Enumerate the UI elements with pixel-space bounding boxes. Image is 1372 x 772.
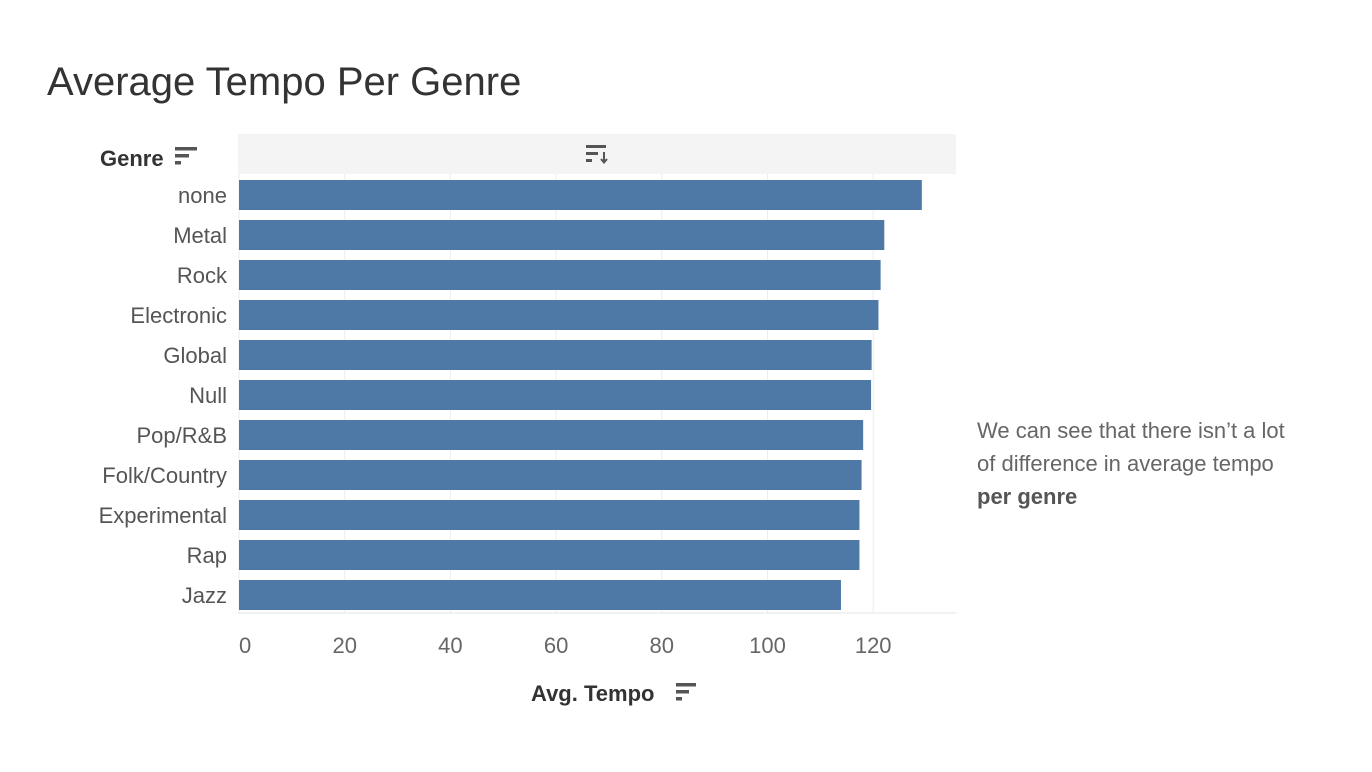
x-tick-label: 20 [332,633,356,658]
bars [239,180,922,610]
annotation-emphasis: per genre [977,484,1078,509]
bar-folk-country[interactable] [239,460,862,490]
bar-null[interactable] [239,380,872,410]
bar-none[interactable] [239,180,922,210]
bar-global[interactable] [239,340,872,370]
y-axis-title[interactable]: Genre [100,146,164,171]
bar-rap[interactable] [239,540,860,570]
annotation-plain: We can see that there isn’t a lot of dif… [977,418,1285,476]
bar-metal[interactable] [239,220,885,250]
x-axis-title[interactable]: Avg. Tempo [531,681,654,706]
category-label: Electronic [130,303,227,328]
category-labels: none Metal Rock Electronic Global Null Pop/R&B… [99,183,228,608]
x-axis-tick-labels: 0 20 40 60 80 100 120 [239,633,892,658]
category-label: Jazz [182,583,227,608]
chart-title: Average Tempo Per Genre [47,60,522,104]
x-tick-label: 0 [239,633,251,658]
sort-descending-icon[interactable] [676,683,696,701]
x-tick-label: 60 [544,633,568,658]
category-label: Pop/R&B [137,423,228,448]
bar-experimental[interactable] [239,500,860,530]
category-label: none [178,183,227,208]
category-label: Rock [177,263,228,288]
sort-toggle-icon[interactable] [586,145,608,165]
bar-pop-r-b[interactable] [239,420,864,450]
category-label: Global [163,343,227,368]
bar-electronic[interactable] [239,300,879,330]
category-label: Metal [173,223,227,248]
bar-rock[interactable] [239,260,881,290]
annotation-text: We can see that there isn’t a lot of dif… [977,414,1307,513]
x-tick-label: 80 [650,633,674,658]
category-label: Folk/Country [102,463,227,488]
x-tick-label: 100 [749,633,786,658]
bar-jazz[interactable] [239,580,841,610]
sort-descending-icon[interactable] [175,147,197,165]
x-tick-label: 40 [438,633,462,658]
category-label: Null [189,383,227,408]
category-label: Rap [187,543,227,568]
x-tick-label: 120 [855,633,892,658]
category-label: Experimental [99,503,227,528]
